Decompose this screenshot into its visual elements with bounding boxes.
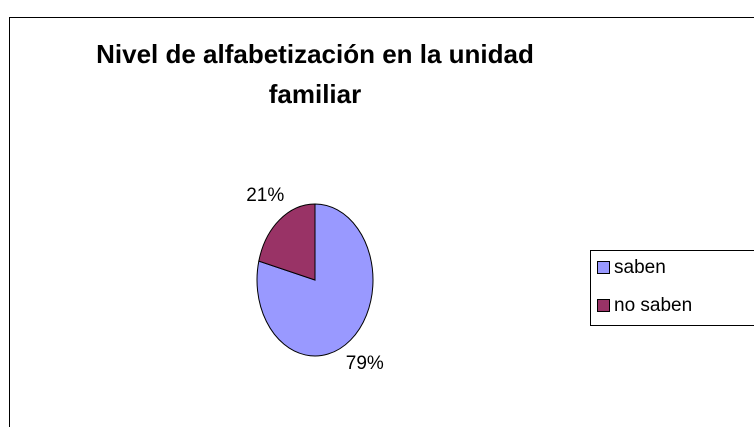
chart-title: Nivel de alfabetización en la unidad fam… [96, 39, 534, 109]
data-label: 21% [246, 185, 284, 206]
legend-swatch [597, 299, 610, 312]
legend-label: saben [614, 257, 666, 278]
chart-frame [9, 17, 754, 427]
legend-label: no saben [614, 295, 692, 316]
legend-swatch [597, 261, 610, 274]
pie-slice [258, 203, 316, 281]
data-label: 79% [346, 353, 384, 374]
legend-frame [590, 250, 754, 326]
